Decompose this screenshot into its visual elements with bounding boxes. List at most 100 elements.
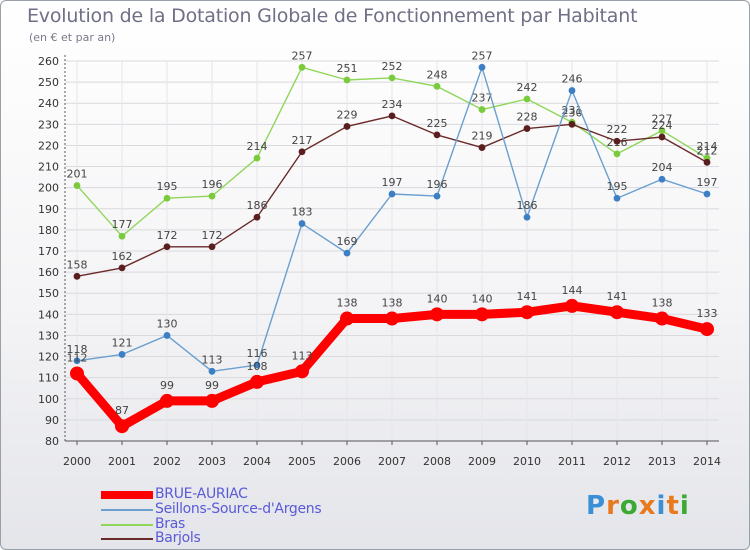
data-point (475, 307, 489, 322)
data-label: 228 (517, 111, 538, 124)
x-tick-label: 2012 (603, 455, 631, 468)
data-point (118, 264, 126, 272)
data-label: 204 (652, 161, 673, 174)
x-tick-label: 2000 (63, 455, 91, 468)
data-label: 183 (292, 206, 313, 219)
data-point (253, 154, 261, 162)
y-tick-label: 210 (38, 161, 59, 174)
data-point (568, 120, 576, 128)
legend-label-barjols: Barjols (155, 530, 201, 546)
data-point (208, 243, 216, 251)
data-label: 214 (247, 140, 268, 153)
data-point (340, 311, 354, 326)
data-label: 225 (427, 117, 448, 130)
data-point (523, 125, 531, 132)
y-tick-label: 250 (38, 76, 59, 89)
data-point (568, 87, 576, 94)
proxiti-logo: Proxiti (586, 491, 690, 521)
logo-letter: P (586, 491, 607, 521)
legend-item-brue-auriac: BRUE-AURIAC (101, 486, 401, 502)
data-label: 138 (382, 297, 403, 310)
data-label: 162 (112, 250, 133, 263)
legend-label-brue-auriac: BRUE-AURIAC (155, 486, 248, 502)
logo-letter: t (666, 491, 680, 521)
legend-swatch-seillons (101, 509, 153, 511)
data-label: 186 (247, 199, 268, 212)
data-label: 231 (562, 104, 583, 117)
data-point (163, 243, 171, 251)
y-tick-label: 230 (38, 118, 59, 131)
data-point (253, 361, 261, 369)
x-tick-label: 2005 (288, 455, 316, 468)
data-label: 112 (67, 351, 88, 364)
y-tick-label: 120 (38, 351, 59, 364)
data-point (298, 63, 306, 71)
data-label: 195 (157, 180, 178, 193)
y-tick-label: 220 (38, 139, 59, 152)
y-tick-label: 180 (38, 224, 59, 237)
data-label: 257 (472, 49, 493, 62)
data-point (433, 192, 441, 200)
data-point (523, 95, 531, 103)
x-tick-label: 2011 (558, 455, 586, 468)
y-tick-label: 190 (38, 203, 59, 216)
data-label: 133 (697, 307, 718, 320)
data-label: 251 (337, 62, 358, 75)
data-label: 138 (652, 297, 673, 310)
y-tick-label: 240 (38, 97, 59, 110)
data-label: 87 (115, 404, 129, 417)
data-label: 172 (202, 229, 223, 242)
data-label: 113 (202, 353, 223, 366)
data-point (523, 213, 531, 221)
x-tick-label: 2008 (423, 455, 451, 468)
data-point (613, 137, 621, 145)
y-tick-label: 100 (38, 393, 59, 406)
data-point (205, 393, 219, 408)
data-point (118, 232, 126, 240)
data-point (655, 311, 669, 326)
x-tick-label: 2004 (243, 455, 271, 468)
data-label: 141 (517, 290, 538, 303)
data-label: 219 (472, 130, 493, 143)
data-point (703, 158, 711, 166)
data-label: 158 (67, 258, 88, 271)
data-point (388, 112, 396, 120)
y-tick-label: 150 (38, 287, 59, 300)
data-label: 222 (607, 123, 628, 136)
legend-item-bras: Bras (101, 516, 401, 532)
data-label: 197 (382, 176, 403, 189)
data-label: 201 (67, 168, 88, 181)
data-label: 140 (427, 292, 448, 305)
data-point (73, 357, 81, 365)
data-label: 138 (337, 297, 358, 310)
data-point (73, 182, 81, 189)
y-tick-label: 110 (38, 372, 59, 385)
data-point (520, 305, 534, 320)
data-label: 144 (562, 284, 583, 297)
data-point (298, 148, 306, 156)
x-tick-label: 2014 (693, 455, 721, 468)
data-point (478, 106, 486, 113)
data-label: 227 (652, 113, 673, 126)
data-point (430, 307, 444, 322)
x-tick-label: 2013 (648, 455, 676, 468)
data-label: 229 (337, 108, 358, 121)
legend-swatch-bras (101, 524, 153, 526)
data-point (70, 366, 84, 381)
data-label: 169 (337, 235, 358, 248)
data-point (295, 364, 309, 379)
data-label: 186 (517, 199, 538, 212)
data-label: 99 (205, 379, 219, 392)
logo-letter: x (638, 491, 657, 521)
data-point (163, 332, 171, 339)
data-label: 197 (697, 176, 718, 189)
data-label: 234 (382, 98, 403, 111)
legend-label-seillons: Seillons-Source-d'Argens (155, 501, 322, 517)
data-label: 177 (112, 218, 133, 231)
legend-swatch-brue-auriac (101, 491, 153, 499)
legend-item-barjols: Barjols (101, 530, 401, 546)
data-point (703, 190, 711, 198)
data-label: 108 (247, 360, 268, 373)
y-tick-label: 90 (45, 414, 59, 427)
